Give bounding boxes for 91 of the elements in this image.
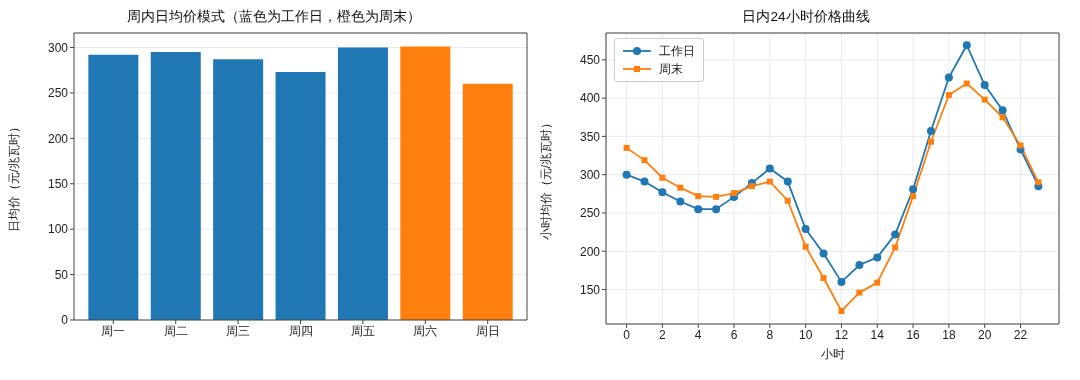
point — [694, 205, 703, 214]
point — [641, 157, 648, 164]
point — [926, 127, 935, 136]
chart-title: 日内24小时价格曲线 — [741, 8, 871, 26]
point — [837, 277, 846, 286]
point — [909, 185, 918, 194]
point — [820, 275, 827, 282]
point — [927, 138, 934, 145]
point — [838, 307, 845, 314]
legend-label: 周末 — [659, 61, 683, 78]
point — [677, 184, 684, 191]
point — [910, 193, 917, 200]
point — [622, 170, 631, 179]
point — [695, 193, 702, 200]
x-tick-label: 14 — [870, 327, 885, 342]
point — [731, 190, 738, 197]
point — [891, 230, 900, 239]
point — [999, 114, 1006, 121]
point — [998, 106, 1007, 115]
y-axis-title: 日均价（元/兆瓦时） — [7, 120, 22, 233]
y-tick-label: 350 — [579, 129, 601, 144]
point — [802, 243, 809, 250]
point — [873, 253, 882, 262]
point — [945, 92, 952, 99]
bar — [462, 83, 513, 320]
point — [801, 225, 810, 234]
x-tick-label: 4 — [694, 327, 702, 342]
x-tick-label: 18 — [942, 327, 956, 342]
point — [962, 41, 971, 50]
y-tick-label: 0 — [61, 313, 69, 328]
legend-label: 工作日 — [659, 43, 695, 60]
point — [640, 177, 649, 186]
bar — [150, 52, 201, 320]
x-axis-title: 小时 — [820, 347, 845, 361]
y-tick-label: 150 — [47, 177, 69, 192]
x-tick-label: 10 — [798, 327, 813, 342]
x-tick-label: 周六 — [413, 323, 438, 338]
x-tick-label: 周四 — [288, 323, 313, 338]
point — [874, 279, 881, 286]
point — [855, 261, 864, 270]
point — [856, 289, 863, 296]
point — [892, 244, 899, 251]
point — [765, 164, 774, 173]
x-tick-label: 周日 — [475, 323, 500, 338]
y-axis-title: 小时均价（元/兆瓦时） — [539, 116, 554, 241]
y-tick-label: 50 — [54, 267, 69, 282]
x-tick-label: 周一 — [101, 323, 126, 338]
bar — [88, 54, 139, 320]
point — [1035, 179, 1042, 186]
point — [659, 174, 666, 181]
x-tick-label: 2 — [659, 327, 667, 342]
y-tick-label: 200 — [579, 244, 601, 259]
point — [676, 197, 685, 206]
x-tick-label: 20 — [978, 327, 992, 342]
x-tick-label: 22 — [1013, 327, 1028, 342]
chart-title: 周内日均价模式（蓝色为工作日，橙色为周末） — [126, 8, 422, 26]
x-tick-label: 6 — [730, 327, 738, 342]
point — [783, 177, 792, 186]
y-tick-label: 400 — [579, 91, 601, 106]
point — [748, 183, 755, 190]
y-tick-label: 250 — [579, 206, 601, 221]
x-tick-label: 周五 — [350, 323, 375, 338]
point — [658, 188, 667, 197]
point — [713, 193, 720, 200]
point — [784, 197, 791, 204]
y-tick-label: 300 — [579, 167, 601, 182]
x-tick-label: 12 — [834, 327, 849, 342]
point — [980, 81, 989, 90]
point — [712, 205, 721, 214]
x-tick-label: 8 — [766, 327, 774, 342]
y-tick-label: 250 — [47, 86, 69, 101]
bar — [337, 47, 388, 320]
bar — [213, 59, 264, 320]
point — [944, 73, 953, 82]
y-tick-label: 450 — [579, 53, 601, 68]
x-tick-label: 周二 — [163, 323, 188, 338]
y-tick-label: 200 — [47, 131, 69, 146]
point — [963, 80, 970, 87]
y-tick-label: 300 — [47, 40, 69, 55]
point — [623, 144, 630, 151]
x-tick-label: 0 — [623, 327, 631, 342]
point — [766, 178, 773, 185]
point — [819, 249, 828, 258]
x-tick-label: 周三 — [226, 323, 251, 338]
bar — [275, 72, 326, 320]
point — [981, 96, 988, 103]
bar — [400, 46, 451, 320]
y-tick-label: 100 — [47, 222, 69, 237]
y-tick-label: 150 — [579, 282, 601, 297]
x-tick-label: 16 — [906, 327, 921, 342]
point — [1017, 142, 1024, 149]
